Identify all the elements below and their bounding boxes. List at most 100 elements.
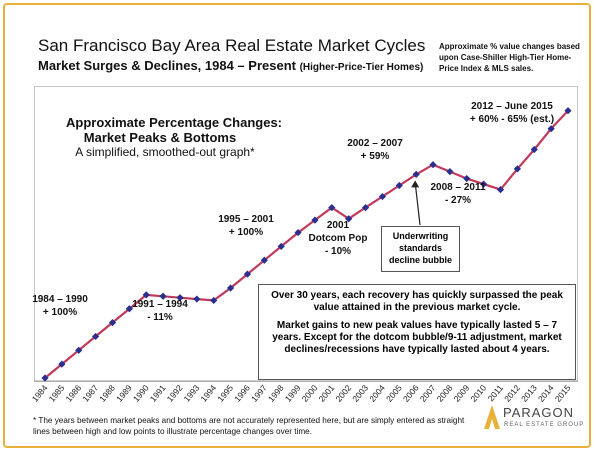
- annotation-line: + 60% - 65% (est.): [469, 114, 555, 125]
- x-tick-label: 1998: [266, 383, 286, 404]
- data-point: [108, 319, 117, 327]
- annotation-line: 2008 – 2011: [430, 182, 486, 193]
- annotation-1995-2001: 1995 – 2001 + 100%: [196, 213, 296, 239]
- x-tick-label: 2006: [401, 383, 421, 404]
- data-point: [429, 161, 437, 169]
- chart-subtitle: Market Surges & Declines, 1984 – Present…: [38, 58, 423, 73]
- data-point: [125, 305, 133, 313]
- annotation-line: - 11%: [147, 312, 173, 323]
- x-tick-label: 1994: [198, 383, 218, 404]
- data-point: [412, 170, 420, 179]
- annotation-line: 2002 – 2007: [347, 138, 403, 149]
- box-title-line1: Approximate Percentage Changes:: [66, 115, 283, 130]
- data-point: [142, 291, 150, 299]
- x-tick-label: 1992: [165, 383, 185, 404]
- underwriting-line: standards: [398, 243, 442, 253]
- underwriting-line: Underwriting: [392, 231, 449, 241]
- annotation-line: 2012 – June 2015: [471, 101, 553, 112]
- data-point: [41, 374, 49, 382]
- annotation-line: 1984 – 1990: [32, 294, 88, 305]
- data-point: [564, 107, 572, 115]
- annotation-2001-dotcom: 2001 Dotcom Pop - 10%: [288, 219, 388, 258]
- data-point: [496, 186, 505, 194]
- source-note: Approximate % value changes based upon C…: [439, 42, 580, 73]
- x-tick-label: 2002: [333, 383, 353, 404]
- data-point: [277, 242, 285, 251]
- annotation-line: + 59%: [360, 151, 390, 162]
- x-tick-label: 1997: [249, 383, 269, 404]
- data-point: [159, 292, 167, 300]
- data-point: [92, 332, 100, 341]
- x-tick-label: 2000: [300, 383, 320, 404]
- x-tick-label: 1999: [283, 383, 303, 404]
- annotation-line: 1991 – 1994: [132, 299, 188, 310]
- x-tick-label: 2005: [384, 383, 404, 404]
- data-point: [328, 204, 336, 212]
- data-point: [345, 215, 353, 223]
- x-tick-label: 2001: [317, 383, 337, 404]
- x-tick-label: 1984: [30, 383, 50, 404]
- annotation-1991-1994: 1991 – 1994 - 11%: [110, 298, 210, 324]
- data-point: [361, 204, 370, 212]
- x-tick-label: 1995: [215, 383, 235, 404]
- data-point: [530, 145, 538, 154]
- x-tick-label: 1990: [131, 383, 151, 404]
- data-point: [243, 270, 252, 278]
- data-point: [260, 256, 268, 264]
- paragon-logo-icon: [484, 405, 500, 429]
- x-tick-label: 2003: [350, 383, 370, 404]
- data-point: [513, 165, 521, 173]
- box-subtitle: A simplified, smoothed-out graph*: [75, 145, 255, 159]
- underwriting-arrow: [414, 182, 421, 226]
- data-point: [378, 192, 387, 201]
- x-tick-label: 2004: [367, 383, 387, 404]
- x-tick-label: 2007: [418, 383, 438, 404]
- annotation-1984-1990: 1984 – 1990 + 100%: [10, 293, 110, 319]
- data-point: [480, 180, 488, 188]
- annotation-line: + 100%: [42, 307, 78, 318]
- annotation-line: 2001: [326, 220, 350, 231]
- underwriting-note: Underwriting standards decline bubble: [381, 226, 460, 272]
- data-point: [176, 294, 184, 302]
- data-point: [210, 296, 218, 305]
- x-tick-label: 1993: [182, 383, 202, 404]
- annotation-2012-2015: 2012 – June 2015 + 60% - 65% (est.): [452, 100, 572, 126]
- subtitle-note: (Higher-Price-Tier Homes): [299, 62, 424, 73]
- footnote: * The years between market peaks and bot…: [33, 416, 465, 436]
- data-point: [395, 181, 403, 190]
- box-title: Approximate Percentage Changes: Market Pe…: [66, 115, 283, 145]
- underwriting-line: decline bubble: [388, 255, 452, 265]
- data-point: [226, 284, 235, 292]
- info-box: Over 30 years, each recovery has quickly…: [258, 284, 576, 380]
- annotation-line: 1995 – 2001: [218, 214, 274, 225]
- data-point: [58, 360, 66, 368]
- x-tick-label: 1987: [80, 383, 100, 404]
- chart-title: San Francisco Bay Area Real Estate Marke…: [38, 36, 426, 55]
- x-tick-label: 2008: [435, 383, 455, 404]
- logo-name: PARAGON: [503, 405, 575, 420]
- x-tick-label: 1986: [63, 383, 83, 404]
- annotation-2008-2011: 2008 – 2011 - 27%: [408, 181, 508, 207]
- data-point: [547, 125, 555, 133]
- box-title-line2: Market Peaks & Bottoms: [83, 130, 237, 145]
- data-point: [463, 174, 471, 183]
- annotation-line: - 10%: [324, 246, 352, 257]
- annotation-2002-2007: 2002 – 2007 + 59%: [325, 137, 425, 163]
- data-point: [193, 295, 201, 303]
- annotation-line: - 27%: [444, 195, 472, 206]
- info-text-2: Market gains to new peak values have typ…: [272, 320, 562, 355]
- x-tick-label: 1988: [97, 383, 117, 404]
- data-point: [294, 228, 302, 237]
- paragon-logo: PARAGON REAL ESTATE GROUP: [481, 401, 591, 441]
- x-tick-label: 2009: [451, 383, 471, 404]
- x-tick-label: 1991: [148, 383, 168, 404]
- data-point: [311, 216, 319, 224]
- annotation-line: Dotcom Pop: [308, 233, 368, 244]
- underwriting-arrowhead: [411, 180, 420, 188]
- x-tick-label: 1996: [232, 383, 252, 404]
- logo-tagline: REAL ESTATE GROUP: [504, 422, 585, 428]
- annotation-line: + 100%: [228, 227, 264, 238]
- series-line: [44, 109, 569, 379]
- x-tick-label: 1989: [114, 383, 134, 404]
